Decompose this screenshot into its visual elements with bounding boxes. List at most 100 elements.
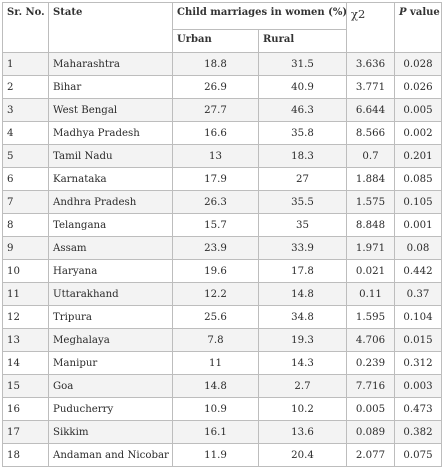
cell-state: Meghalaya: [48, 328, 173, 352]
cell-p-value: 0.001: [394, 213, 443, 237]
cell-rural: 35: [257, 213, 348, 237]
table-row: 4 Madhya Pradesh 16.6 35.8 8.566 0.002: [2, 121, 443, 145]
cell-rural: 14.8: [257, 282, 348, 306]
cell-state: Andhra Pradesh: [48, 190, 173, 214]
table-row: 9 Assam 23.9 33.9 1.971 0.08: [2, 236, 443, 260]
cell-sr-no: 6: [2, 167, 49, 191]
table-row: 1 Maharashtra 18.8 31.5 3.636 0.028: [2, 52, 443, 76]
cell-rural: 35.8: [257, 121, 348, 145]
cell-state: Tamil Nadu: [48, 144, 173, 168]
cell-state: Karnataka: [48, 167, 173, 191]
cell-chi-square: 7.716: [346, 374, 396, 398]
table-row: 16 Puducherry 10.9 10.2 0.005 0.473: [2, 397, 443, 421]
cell-urban: 23.9: [172, 236, 259, 260]
cell-rural: 34.8: [257, 305, 348, 329]
cell-chi-square: 8.848: [346, 213, 396, 237]
cell-urban: 26.3: [172, 190, 259, 214]
header-rural: Rural: [257, 29, 348, 53]
cell-state: West Bengal: [48, 98, 173, 122]
cell-rural: 31.5: [257, 52, 348, 76]
cell-state: Tripura: [48, 305, 173, 329]
cell-sr-no: 14: [2, 351, 49, 375]
cell-state: Andaman and Nicobar: [48, 443, 173, 467]
cell-rural: 2.7: [257, 374, 348, 398]
cell-p-value: 0.026: [394, 75, 443, 99]
header-p-letter: P: [399, 7, 407, 18]
cell-sr-no: 12: [2, 305, 49, 329]
cell-urban: 10.9: [172, 397, 259, 421]
cell-urban: 19.6: [172, 259, 259, 283]
header-sr-no: Sr. No.: [2, 2, 49, 53]
cell-sr-no: 4: [2, 121, 49, 145]
cell-chi-square: 6.644: [346, 98, 396, 122]
cell-urban: 11: [172, 351, 259, 375]
cell-sr-no: 2: [2, 75, 49, 99]
header-urban: Urban: [172, 29, 259, 53]
cell-chi-square: 0.005: [346, 397, 396, 421]
cell-p-value: 0.105: [394, 190, 443, 214]
table-header: Sr. No. State Child marriages in women (…: [2, 2, 443, 53]
table-row: 5 Tamil Nadu 13 18.3 0.7 0.201: [2, 144, 443, 168]
cell-rural: 46.3: [257, 98, 348, 122]
cell-sr-no: 13: [2, 328, 49, 352]
cell-sr-no: 15: [2, 374, 49, 398]
cell-state: Telangana: [48, 213, 173, 237]
table-row: 2 Bihar 26.9 40.9 3.771 0.026: [2, 75, 443, 99]
cell-chi-square: 1.884: [346, 167, 396, 191]
cell-urban: 27.7: [172, 98, 259, 122]
cell-chi-square: 1.595: [346, 305, 396, 329]
cell-rural: 40.9: [257, 75, 348, 99]
cell-sr-no: 17: [2, 420, 49, 444]
cell-rural: 17.8: [257, 259, 348, 283]
cell-rural: 13.6: [257, 420, 348, 444]
cell-urban: 16.1: [172, 420, 259, 444]
header-state: State: [48, 2, 173, 53]
cell-chi-square: 8.566: [346, 121, 396, 145]
table-row: 7 Andhra Pradesh 26.3 35.5 1.575 0.105: [2, 190, 443, 214]
cell-state: Haryana: [48, 259, 173, 283]
cell-chi-square: 1.575: [346, 190, 396, 214]
cell-sr-no: 7: [2, 190, 49, 214]
cell-chi-square: 4.706: [346, 328, 396, 352]
cell-state: Maharashtra: [48, 52, 173, 76]
cell-state: Uttarakhand: [48, 282, 173, 306]
cell-p-value: 0.005: [394, 98, 443, 122]
cell-chi-square: 3.771: [346, 75, 396, 99]
cell-state: Bihar: [48, 75, 173, 99]
cell-chi-square: 0.089: [346, 420, 396, 444]
cell-p-value: 0.442: [394, 259, 443, 283]
cell-p-value: 0.382: [394, 420, 443, 444]
cell-rural: 10.2: [257, 397, 348, 421]
cell-p-value: 0.002: [394, 121, 443, 145]
cell-urban: 18.8: [172, 52, 259, 76]
table-row: 11 Uttarakhand 12.2 14.8 0.11 0.37: [2, 282, 443, 306]
cell-p-value: 0.075: [394, 443, 443, 467]
cell-p-value: 0.085: [394, 167, 443, 191]
cell-chi-square: 0.7: [346, 144, 396, 168]
cell-state: Manipur: [48, 351, 173, 375]
table-body: 1 Maharashtra 18.8 31.5 3.636 0.028 2 Bihar 26.9…: [2, 52, 443, 467]
cell-chi-square: 3.636: [346, 52, 396, 76]
cell-p-value: 0.104: [394, 305, 443, 329]
table-row: 14 Manipur 11 14.3 0.239 0.312: [2, 351, 443, 375]
cell-urban: 26.9: [172, 75, 259, 99]
table-row: 18 Andaman and Nicobar 11.9 20.4 2.077 0.075: [2, 443, 443, 467]
cell-urban: 13: [172, 144, 259, 168]
cell-p-value: 0.015: [394, 328, 443, 352]
cell-sr-no: 10: [2, 259, 49, 283]
table-row: 10 Haryana 19.6 17.8 0.021 0.442: [2, 259, 443, 283]
cell-chi-square: 0.11: [346, 282, 396, 306]
cell-sr-no: 18: [2, 443, 49, 467]
table-row: 15 Goa 14.8 2.7 7.716 0.003: [2, 374, 443, 398]
header-child-marriages: Child marriages in women (%): [171, 2, 348, 30]
table-container: Sr. No. State Child marriages in women (…: [2, 2, 443, 467]
cell-urban: 17.9: [172, 167, 259, 191]
cell-rural: 35.5: [257, 190, 348, 214]
cell-p-value: 0.37: [394, 282, 443, 306]
header-value-word: value: [406, 7, 440, 18]
cell-state: Puducherry: [48, 397, 173, 421]
table-row: 3 West Bengal 27.7 46.3 6.644 0.005: [2, 98, 443, 122]
cell-urban: 7.8: [172, 328, 259, 352]
cell-p-value: 0.08: [394, 236, 443, 260]
table-row: 17 Sikkim 16.1 13.6 0.089 0.382: [2, 420, 443, 444]
